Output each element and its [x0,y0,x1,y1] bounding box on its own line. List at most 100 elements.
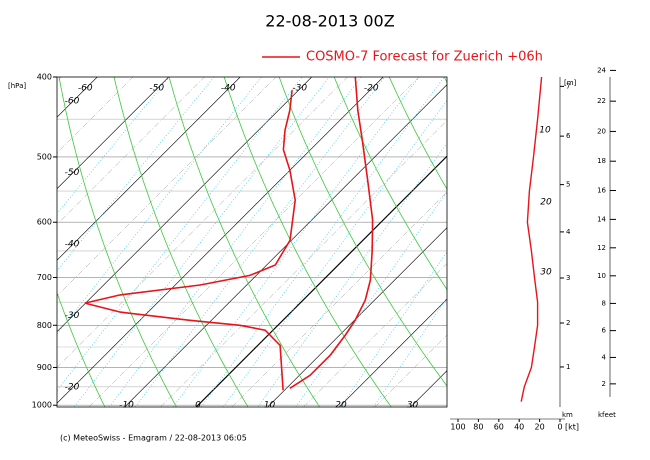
isotherm-label: 30 [407,401,419,411]
kfeet-tick-label: 22 [597,97,606,105]
y-tick-label: 1000 [32,401,52,410]
mixing-ratio [340,251,447,407]
kfeet-tick-label: 4 [602,353,607,361]
wind-tick-label: 0 [557,423,562,432]
height-tick-label: 7 [566,82,570,90]
dry-adiabat [113,77,249,407]
kfeet-tick-label: 2 [602,380,606,388]
kfeet-tick-label: 18 [597,157,606,165]
y-tick-label: 800 [37,321,52,330]
height-tick-label: 4 [566,228,571,236]
mixing-ratio [57,77,170,215]
y-tick-label: 500 [37,152,52,161]
isotherm-label: -50 [65,168,80,178]
kfeet-tick-label: 20 [597,127,606,135]
km-label: km [562,411,573,419]
kfeet-axis-label: kfeet [598,411,616,419]
mixing-ratio [73,77,330,407]
isotherm-label: -30 [292,84,307,94]
isotherm [57,77,205,225]
dry-adiabat [388,77,447,190]
isotherm [160,120,447,407]
isotherm [57,77,169,190]
isotherm [231,191,447,407]
height-tick-label: 2 [566,319,570,327]
wind-tick-label: 60 [494,423,504,432]
wind-tick-label: 80 [473,423,483,432]
mixing-ratio [57,77,215,272]
isotherm-label: -60 [65,97,80,107]
isotherm [57,77,312,333]
mixing-ratio [223,99,447,407]
y-tick-label: 700 [37,273,52,282]
isotherm-label: -40 [221,84,236,94]
legend-label: COSMO-7 Forecast for Zuerich +06h [306,50,543,65]
dry-adiabat [278,77,447,387]
dry-adiabat [0,77,33,407]
height-tick-label: 1 [566,363,570,371]
kfeet-tick-label: 16 [597,187,606,195]
isotherm-label: 20 [335,401,347,411]
wind-annotation: 10 [539,126,551,136]
isotherm-label: -20 [65,383,80,393]
isotherm [339,298,447,407]
isotherm [57,77,277,297]
isotherm [303,263,447,407]
mixing-ratio [57,77,303,392]
isotherm-label: -40 [65,240,80,250]
grid [0,77,650,407]
isotherm [57,77,62,82]
wind-axis-label: [kt] [565,423,579,432]
y-axis-label: [hPa] [8,82,26,90]
isotherm [57,77,134,154]
profile-line [289,77,374,389]
isotherm-label: 10 [264,401,276,411]
isotherm [88,77,420,407]
isotherm-label: -30 [65,311,80,321]
y-tick-label: 900 [37,363,52,372]
mixing-ratio [373,297,447,407]
kfeet-tick-label: 12 [597,244,606,252]
mixing-ratio [109,77,362,407]
mixing-ratio [257,142,447,407]
dry-adiabat [57,291,106,407]
isotherm-label: -20 [364,84,379,94]
isotherm [374,334,447,407]
mixing-ratio [172,77,420,407]
plot-frame [56,76,448,408]
mixing-ratio [295,191,447,407]
dry-adiabat [168,77,320,407]
wind-tick-label: 40 [514,423,524,432]
isotherm [57,77,384,404]
isotherm-label: 0 [195,401,201,411]
isotherm [482,77,650,407]
isotherm [195,155,447,407]
mixing-ratio [57,77,262,335]
isotherm-label: -10 [119,401,134,411]
wind-annotation: 20 [540,198,552,208]
dry-adiabat [223,77,392,407]
footer: (c) MeteoSwiss - Emagram / 22-08-2013 06… [60,434,247,443]
isotherm [267,227,447,407]
height-tick-label: 5 [566,181,570,189]
wind-annotation: 30 [540,268,552,278]
kfeet-tick-label: 6 [602,327,607,335]
chart-title: 22-08-2013 00Z [265,12,394,31]
y-tick-label: 600 [37,218,52,227]
kfeet-tick-label: 10 [597,272,606,280]
dry-adiabat [499,77,650,407]
wind-tick-label: 20 [535,423,545,432]
isotherm [57,77,348,368]
height-tick-label: 6 [566,132,571,140]
isotherm [0,77,26,407]
isotherm [57,77,241,261]
dry-adiabat [333,77,447,291]
mixing-ratio [200,77,445,407]
wind-speed [520,76,543,402]
kfeet-tick-label: 8 [602,299,606,307]
height-tick-label: 3 [566,274,570,282]
isotherm-label: -60 [78,84,93,94]
kfeet-tick-label: 14 [597,215,606,223]
mixing-ratio [135,77,386,407]
